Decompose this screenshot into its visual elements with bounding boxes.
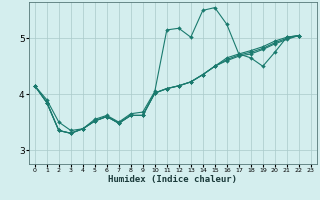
X-axis label: Humidex (Indice chaleur): Humidex (Indice chaleur)	[108, 175, 237, 184]
